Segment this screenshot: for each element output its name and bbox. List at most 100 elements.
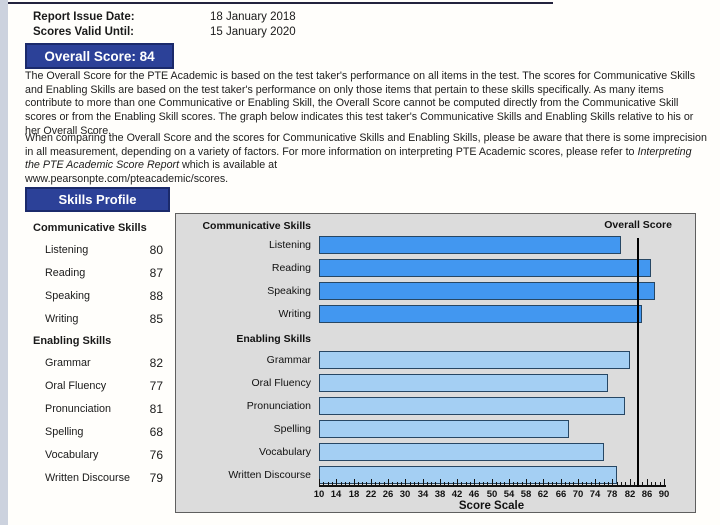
skill-group-header: Communicative Skills	[33, 221, 147, 234]
skill-row: Spelling 68	[33, 420, 163, 443]
skill-score: 79	[149, 470, 163, 485]
axis-minor-tick	[358, 482, 359, 485]
skill-name: Written Discourse	[45, 471, 130, 484]
top-divider-rule	[8, 2, 553, 4]
axis-minor-tick	[487, 482, 488, 485]
skill-score: 80	[149, 242, 163, 257]
report-issue-date-row: Report Issue Date: 18 January 2018	[33, 10, 296, 25]
axis-title: Score Scale	[458, 500, 525, 512]
skill-row: Listening 80	[33, 238, 163, 261]
axis-tick-label: 14	[330, 489, 342, 500]
skill-name: Spelling	[45, 425, 84, 438]
axis-minor-tick	[582, 482, 583, 485]
chart-group-header: Enabling Skills	[236, 332, 311, 345]
skill-row: Speaking 88	[33, 284, 163, 307]
axis-minor-tick	[410, 482, 411, 485]
axis-major-tick	[561, 479, 562, 485]
axis-minor-tick	[535, 482, 536, 485]
chart-bar-label: Speaking	[267, 285, 311, 297]
axis-minor-tick	[332, 482, 333, 485]
axis-major-tick	[474, 479, 475, 485]
chart-bar	[319, 374, 608, 392]
axis-major-tick	[319, 479, 320, 485]
skill-row: Reading 87	[33, 261, 163, 284]
axis-tick-label: 18	[348, 489, 360, 500]
axis-minor-tick	[539, 482, 540, 485]
score-interpretation-note: When comparing the Overall Score and the…	[25, 132, 709, 187]
axis-minor-tick	[496, 482, 497, 485]
skill-row: Pronunciation 81	[33, 397, 163, 420]
axis-major-tick	[371, 479, 372, 485]
axis-minor-tick	[634, 482, 635, 485]
skill-score: 77	[149, 378, 163, 393]
axis-minor-tick	[375, 482, 376, 485]
axis-major-tick	[595, 479, 596, 485]
axis-minor-tick	[552, 482, 553, 485]
overall-score-description: The Overall Score for the PTE Academic i…	[25, 70, 696, 137]
axis-minor-tick	[366, 482, 367, 485]
skill-row: Writing 85	[33, 307, 163, 330]
skills-score-list: Communicative Skills Listening 80 Reading 87…	[33, 217, 163, 489]
chart-bar-label: Reading	[271, 262, 311, 274]
chart-bar-label: Written Discourse	[228, 469, 311, 481]
axis-minor-tick	[349, 482, 350, 485]
axis-tick-label: 66	[555, 489, 567, 500]
axis-minor-tick	[660, 482, 661, 485]
skill-group-header: Enabling Skills	[33, 334, 112, 347]
axis-minor-tick	[565, 482, 566, 485]
axis-tick-label: 74	[589, 489, 601, 500]
axis-tick-label: 46	[468, 489, 480, 500]
chart-bar-label: Vocabulary	[259, 446, 311, 458]
axis-tick-label: 62	[537, 489, 549, 500]
axis-minor-tick	[651, 482, 652, 485]
axis-tick-label: 54	[503, 489, 515, 500]
axis-minor-tick	[586, 482, 587, 485]
skill-name: Reading	[45, 266, 86, 279]
axis-minor-tick	[341, 482, 342, 485]
axis-major-tick	[543, 479, 544, 485]
axis-minor-tick	[435, 482, 436, 485]
axis-minor-tick	[608, 482, 609, 485]
skill-row: Written Discourse 79	[33, 466, 163, 489]
skills-profile-heading: Skills Profile	[25, 187, 170, 212]
chart-bar	[319, 420, 570, 438]
axis-tick-label: 30	[399, 489, 411, 500]
axis-minor-tick	[392, 482, 393, 485]
axis-minor-tick	[466, 482, 467, 485]
axis-tick-label: 10	[313, 489, 325, 500]
chart-bar	[319, 351, 630, 369]
axis-minor-tick	[427, 482, 428, 485]
axis-minor-tick	[483, 482, 484, 485]
chart-bar	[319, 305, 643, 323]
chart-bar-label: Spelling	[273, 423, 311, 435]
axis-major-tick	[336, 479, 337, 485]
chart-bar-label: Writing	[278, 308, 311, 320]
axis-minor-tick	[431, 482, 432, 485]
axis-tick-label: 86	[641, 489, 653, 500]
axis-minor-tick	[573, 482, 574, 485]
axis-minor-tick	[530, 482, 531, 485]
skill-score: 82	[149, 355, 163, 370]
axis-minor-tick	[479, 482, 480, 485]
skill-name: Pronunciation	[45, 402, 112, 415]
scores-valid-until-label: Scores Valid Until:	[33, 26, 134, 38]
overall-score-line-label: Overall Score	[604, 219, 672, 231]
axis-major-tick	[509, 479, 510, 485]
axis-major-tick	[354, 479, 355, 485]
skills-bar-chart: Communicative Skills Overall Score Listeni…	[175, 213, 696, 513]
axis-minor-tick	[655, 482, 656, 485]
axis-minor-tick	[604, 482, 605, 485]
skill-score: 76	[149, 447, 163, 462]
chart-bar	[319, 282, 656, 300]
skill-row: Vocabulary 76	[33, 443, 163, 466]
axis-minor-tick	[504, 482, 505, 485]
axis-minor-tick	[461, 482, 462, 485]
scores-valid-until-value: 15 January 2020	[210, 26, 296, 38]
axis-tick-label: 42	[451, 489, 463, 500]
axis-minor-tick	[328, 482, 329, 485]
axis-minor-tick	[517, 482, 518, 485]
skill-score: 87	[149, 265, 163, 280]
axis-tick-label: 90	[658, 489, 670, 500]
axis-major-tick	[423, 479, 424, 485]
axis-tick-label: 26	[382, 489, 394, 500]
